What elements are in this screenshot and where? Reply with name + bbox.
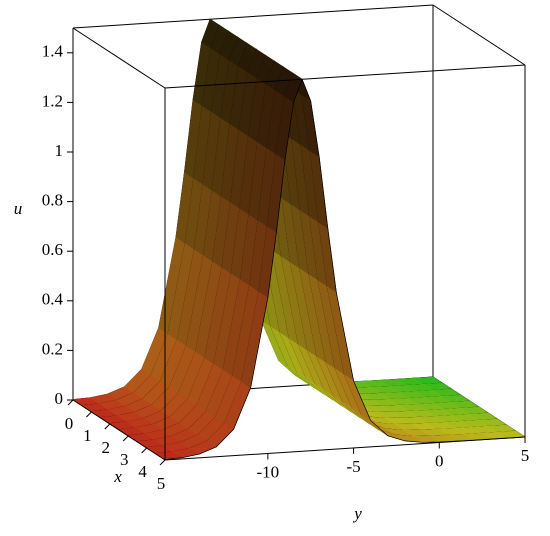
- box-edge: [72, 4, 434, 29]
- box-edge: [164, 64, 526, 89]
- x-tick: [67, 399, 74, 406]
- x-tick: [141, 447, 147, 454]
- x-axis-label: x: [113, 467, 122, 486]
- x-tick-label: 2: [102, 438, 111, 457]
- y-tick-label: -5: [346, 457, 360, 476]
- z-tick-label: 0.6: [42, 240, 63, 259]
- z-tick-label: 1: [55, 141, 64, 160]
- x-tick: [86, 411, 92, 418]
- x-tick-label: 1: [83, 426, 92, 445]
- box-edge: [72, 27, 166, 89]
- x-axis: [72, 399, 166, 461]
- x-tick-label: 0: [65, 414, 74, 433]
- y-axis-label: y: [352, 504, 362, 523]
- y-tick-label: 0: [435, 451, 444, 470]
- z-tick-label: 0: [55, 389, 64, 408]
- z-tick-label: 1.4: [42, 42, 64, 61]
- x-tick-label: 5: [157, 474, 166, 493]
- box-edge: [432, 4, 526, 66]
- x-tick-label: 3: [120, 450, 129, 469]
- z-tick-label: 0.4: [42, 290, 64, 309]
- z-axis-label: u: [14, 199, 23, 218]
- x-tick: [159, 459, 166, 466]
- y-axis: [164, 436, 526, 461]
- z-tick-label: 0.8: [42, 191, 63, 210]
- x-tick: [122, 435, 129, 442]
- z-tick-label: 0.2: [42, 339, 63, 358]
- z-tick-label: 1.2: [42, 91, 63, 110]
- y-tick-label: 5: [521, 446, 530, 465]
- x-tick-label: 4: [138, 462, 147, 481]
- y-tick-label: -10: [257, 462, 280, 481]
- x-tick: [104, 423, 111, 430]
